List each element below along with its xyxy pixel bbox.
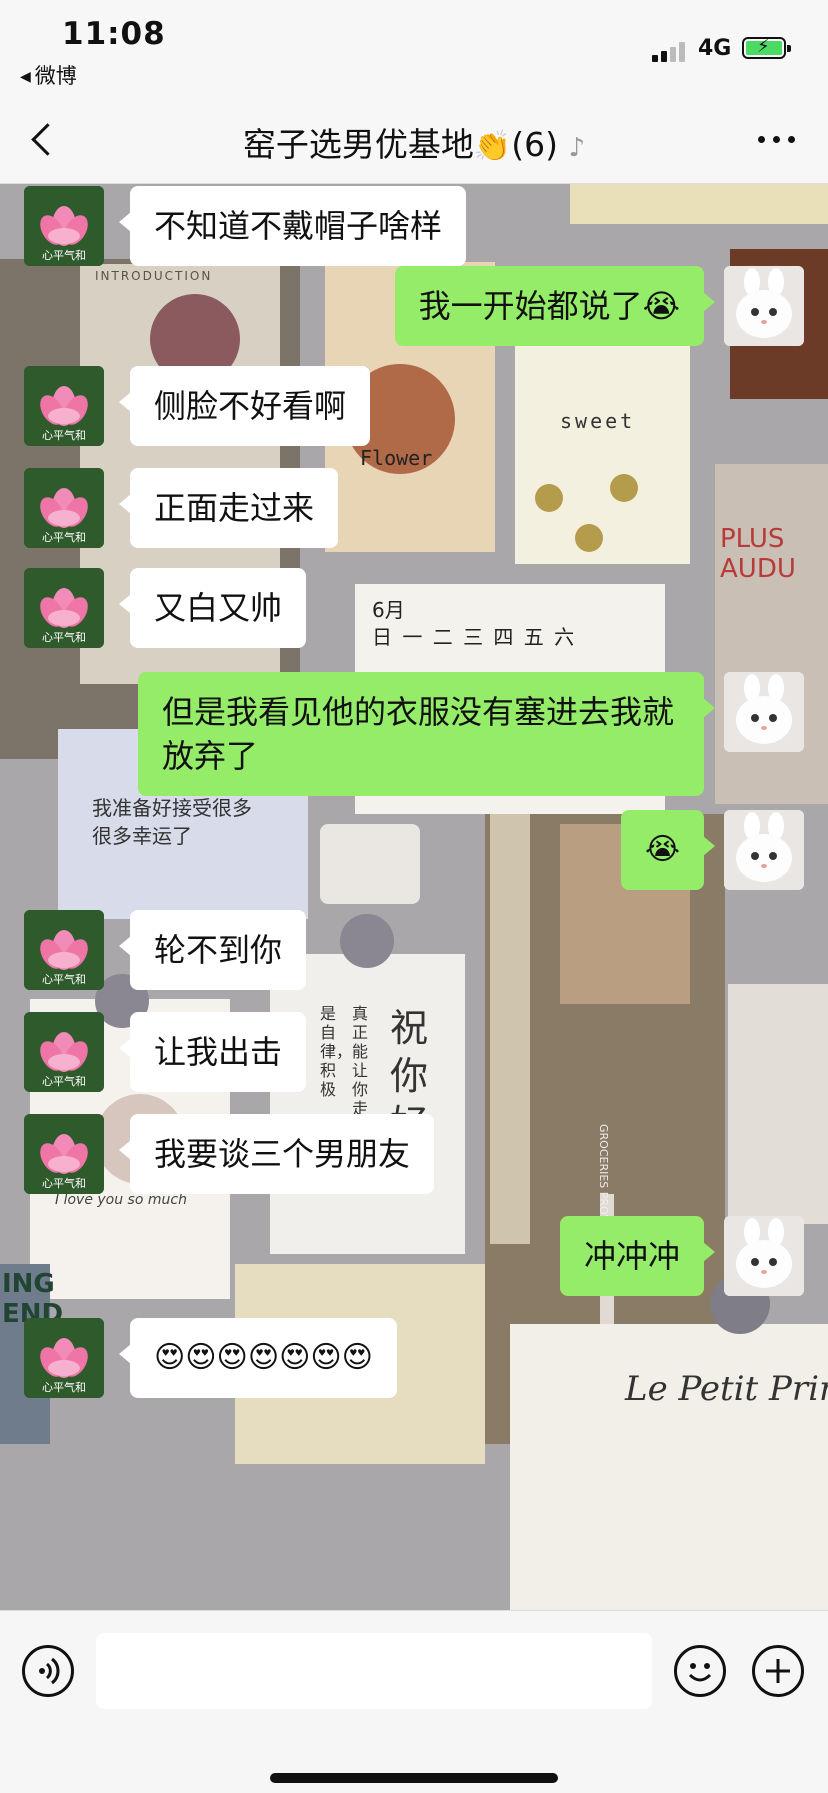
message-bubble-out[interactable]: 冲冲冲: [559, 1216, 716, 1296]
avatar[interactable]: 心平气和: [24, 910, 104, 990]
card-text: PLUS AUDU: [720, 524, 796, 584]
avatar[interactable]: [724, 810, 804, 890]
message-bubble-in[interactable]: 不知道不戴帽子啥样: [118, 186, 467, 266]
card-text: 真正能让你走: [352, 1004, 369, 1118]
message-input[interactable]: [96, 1633, 652, 1709]
avatar[interactable]: 心平气和: [24, 568, 104, 648]
avatar[interactable]: 心平气和: [24, 468, 104, 548]
card-text: 是自律，积极: [320, 1004, 353, 1099]
message-bubble-out[interactable]: 我一开始都说了😭: [394, 266, 716, 346]
smiley-icon[interactable]: [674, 1645, 726, 1697]
avatar-label: 心平气和: [42, 531, 86, 544]
back-app-label: 微博: [34, 64, 77, 88]
avatar-label: 心平气和: [42, 1177, 86, 1190]
plus-icon[interactable]: [752, 1645, 804, 1697]
group-name: 窑子选男优基地: [242, 125, 474, 164]
ellipsis-icon[interactable]: [758, 136, 798, 146]
battery-icon: ⚡: [742, 36, 791, 59]
message-bubble-in[interactable]: 侧脸不好看啊: [118, 366, 371, 446]
avatar[interactable]: 心平气和: [24, 1318, 104, 1398]
ear-icon: ♪: [568, 133, 586, 163]
card-text: INTRODUCTION: [95, 269, 213, 283]
avatar[interactable]: [724, 266, 804, 346]
message-bubble-in[interactable]: 😍😍😍😍😍😍😍: [119, 1318, 397, 1398]
avatar-label: 心平气和: [42, 1381, 86, 1394]
clap-emoji: 👏: [473, 129, 512, 164]
message-bubble-in[interactable]: 轮不到你: [118, 910, 307, 990]
input-bar: [0, 1610, 828, 1793]
avatar[interactable]: 心平气和: [24, 1114, 104, 1194]
avatar[interactable]: [724, 1216, 804, 1296]
message-bubble-in[interactable]: 正面走过来: [118, 468, 339, 548]
card-text: sweet: [560, 409, 636, 433]
avatar-label: 心平气和: [42, 1075, 86, 1088]
network-type: 4G: [698, 36, 732, 61]
card-text: Flower: [360, 446, 433, 470]
avatar[interactable]: 心平气和: [24, 186, 104, 266]
avatar[interactable]: [724, 672, 804, 752]
message-bubble-in[interactable]: 又白又帅: [118, 568, 307, 648]
back-triangle-icon: ◀: [20, 69, 31, 85]
status-bar: 11:08 ◀ 微博 4G ⚡: [0, 0, 828, 100]
card-text: 6月: [372, 598, 405, 622]
avatar-label: 心平气和: [42, 429, 86, 442]
message-bubble-out[interactable]: 😭: [620, 810, 716, 890]
back-to-app-link[interactable]: ◀ 微博: [20, 60, 77, 90]
avatar[interactable]: 心平气和: [24, 1012, 104, 1092]
status-time: 11:08: [62, 16, 166, 52]
card-text: Le Petit Prince: [625, 1369, 828, 1409]
message-bubble-out[interactable]: 但是我看见他的衣服没有塞进去我就放弃了: [138, 672, 715, 796]
avatar-label: 心平气和: [42, 631, 86, 644]
avatar-label: 心平气和: [42, 973, 86, 986]
card-text: I love you so much: [55, 1192, 187, 1208]
message-bubble-in[interactable]: 我要谈三个男朋友: [118, 1114, 435, 1194]
chat-area[interactable]: INTRODUCTION Flower sweet PLUS AUDU 6月 日…: [0, 184, 828, 1610]
home-indicator[interactable]: [270, 1773, 558, 1783]
chat-title: 窑子选男优基地👏(6) ♪: [0, 118, 828, 166]
avatar[interactable]: 心平气和: [24, 366, 104, 446]
avatar-label: 心平气和: [42, 249, 86, 262]
card-text: 日 一 二 三 四 五 六: [372, 625, 577, 649]
card-text: 我准备好接受很多很多幸运了: [92, 796, 252, 848]
voice-icon[interactable]: [22, 1645, 74, 1697]
member-count: (6): [511, 125, 558, 164]
signal-icon: [652, 40, 692, 62]
message-bubble-in[interactable]: 让我出击: [118, 1012, 307, 1092]
chat-header: 窑子选男优基地👏(6) ♪: [0, 100, 828, 184]
